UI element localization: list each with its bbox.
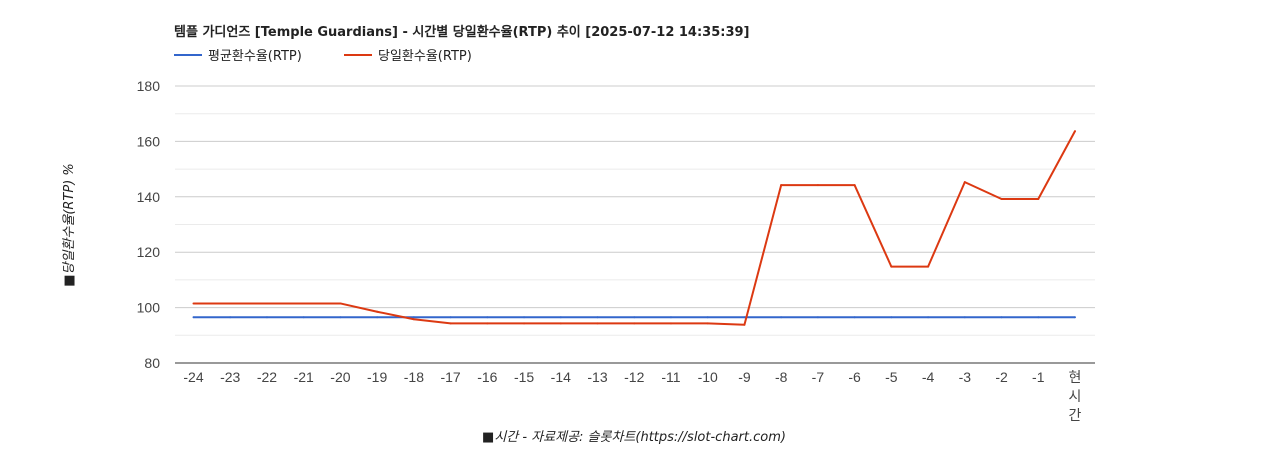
- x-tick-label: -22: [257, 369, 277, 385]
- data-point: [743, 316, 746, 319]
- series-layer: [192, 130, 1076, 326]
- data-point: [963, 316, 966, 319]
- data-point: [486, 322, 489, 325]
- data-point: [963, 181, 966, 184]
- data-point: [302, 302, 305, 305]
- data-point: [449, 316, 452, 319]
- x-tick-label: -13: [587, 369, 607, 385]
- data-point: [816, 316, 819, 319]
- data-point: [780, 316, 783, 319]
- data-point: [376, 310, 379, 313]
- x-tick-label: -7: [812, 369, 825, 385]
- data-point: [927, 316, 930, 319]
- data-point: [596, 322, 599, 325]
- x-axis-title: ■시간 - 자료제공: 슬롯차트(https://slot-chart.com): [482, 430, 786, 445]
- y-tick-label: 140: [137, 189, 161, 205]
- y-tick-label: 120: [137, 244, 161, 260]
- data-point: [192, 316, 195, 319]
- data-point: [780, 184, 783, 187]
- data-point: [890, 316, 893, 319]
- x-tick-label: -21: [294, 369, 314, 385]
- data-point: [412, 318, 415, 321]
- data-point: [339, 302, 342, 305]
- data-point: [523, 316, 526, 319]
- data-point: [1000, 198, 1003, 201]
- data-point: [1074, 130, 1076, 133]
- x-tick-label: -17: [440, 369, 460, 385]
- x-tick-label: -6: [848, 369, 861, 385]
- x-tick-label: -16: [477, 369, 497, 385]
- x-tick-label: -10: [698, 369, 718, 385]
- series-line-daily-rtp: [193, 130, 1076, 326]
- x-tick-label: -23: [220, 369, 240, 385]
- data-point: [486, 316, 489, 319]
- x-tick-label: -18: [404, 369, 424, 385]
- chart-title: 템플 가디언즈 [Temple Guardians] - 시간별 당일환수율(R…: [174, 24, 750, 40]
- x-tick-label: -5: [885, 369, 898, 385]
- x-tick-label: -4: [922, 369, 935, 385]
- data-point: [192, 302, 195, 305]
- data-point: [633, 316, 636, 319]
- legend-label: 당일환수율(RTP): [378, 49, 472, 64]
- data-point: [816, 184, 819, 187]
- data-point: [669, 322, 672, 325]
- x-tick-label: -14: [551, 369, 571, 385]
- data-point: [633, 322, 636, 325]
- data-point: [1000, 316, 1003, 319]
- x-tick-label: -9: [738, 369, 751, 385]
- x-tick-label: -20: [330, 369, 350, 385]
- y-axis-title: ■당일환수율(RTP) %: [62, 163, 77, 287]
- data-point: [449, 322, 452, 325]
- data-point: [743, 323, 746, 326]
- data-point: [706, 316, 709, 319]
- data-point: [890, 265, 893, 268]
- y-tick-label: 180: [137, 78, 161, 94]
- x-tick-label: -1: [1032, 369, 1045, 385]
- x-tick-label: -8: [775, 369, 788, 385]
- x-tick-label: -2: [995, 369, 1008, 385]
- x-tick-label: -3: [959, 369, 972, 385]
- data-point: [339, 316, 342, 319]
- data-point: [1074, 316, 1076, 319]
- data-point: [265, 316, 268, 319]
- legend: 평균환수율(RTP) 당일환수율(RTP): [174, 49, 472, 64]
- gridlines: [175, 85, 1095, 364]
- data-point: [596, 316, 599, 319]
- x-tick-label: -15: [514, 369, 534, 385]
- x-tick-label: -12: [624, 369, 644, 385]
- data-point: [853, 316, 856, 319]
- data-point: [669, 316, 672, 319]
- legend-label: 평균환수율(RTP): [208, 49, 302, 64]
- x-tick-label: -24: [183, 369, 203, 385]
- data-point: [853, 184, 856, 187]
- data-point: [229, 316, 232, 319]
- data-point: [302, 316, 305, 319]
- data-point: [265, 302, 268, 305]
- data-point: [376, 316, 379, 319]
- x-axis-ticks: -24 -23 -22 -21 -20 -19 -18 -17 -16 -15 -14 -13 -12 -…: [183, 369, 1081, 423]
- data-point: [523, 322, 526, 325]
- data-point: [229, 302, 232, 305]
- data-point: [412, 316, 415, 319]
- data-point: [1037, 316, 1040, 319]
- y-tick-label: 100: [137, 300, 161, 316]
- data-point: [706, 322, 709, 325]
- y-axis-ticks: 80 100 120 140 160 180: [137, 78, 161, 371]
- x-tick-label: -19: [367, 369, 387, 385]
- y-tick-label: 80: [144, 355, 160, 371]
- y-tick-label: 160: [137, 133, 161, 149]
- data-point: [1037, 198, 1040, 201]
- x-tick-label: -11: [661, 369, 680, 385]
- data-point: [559, 316, 562, 319]
- data-point: [559, 322, 562, 325]
- data-point: [927, 265, 930, 268]
